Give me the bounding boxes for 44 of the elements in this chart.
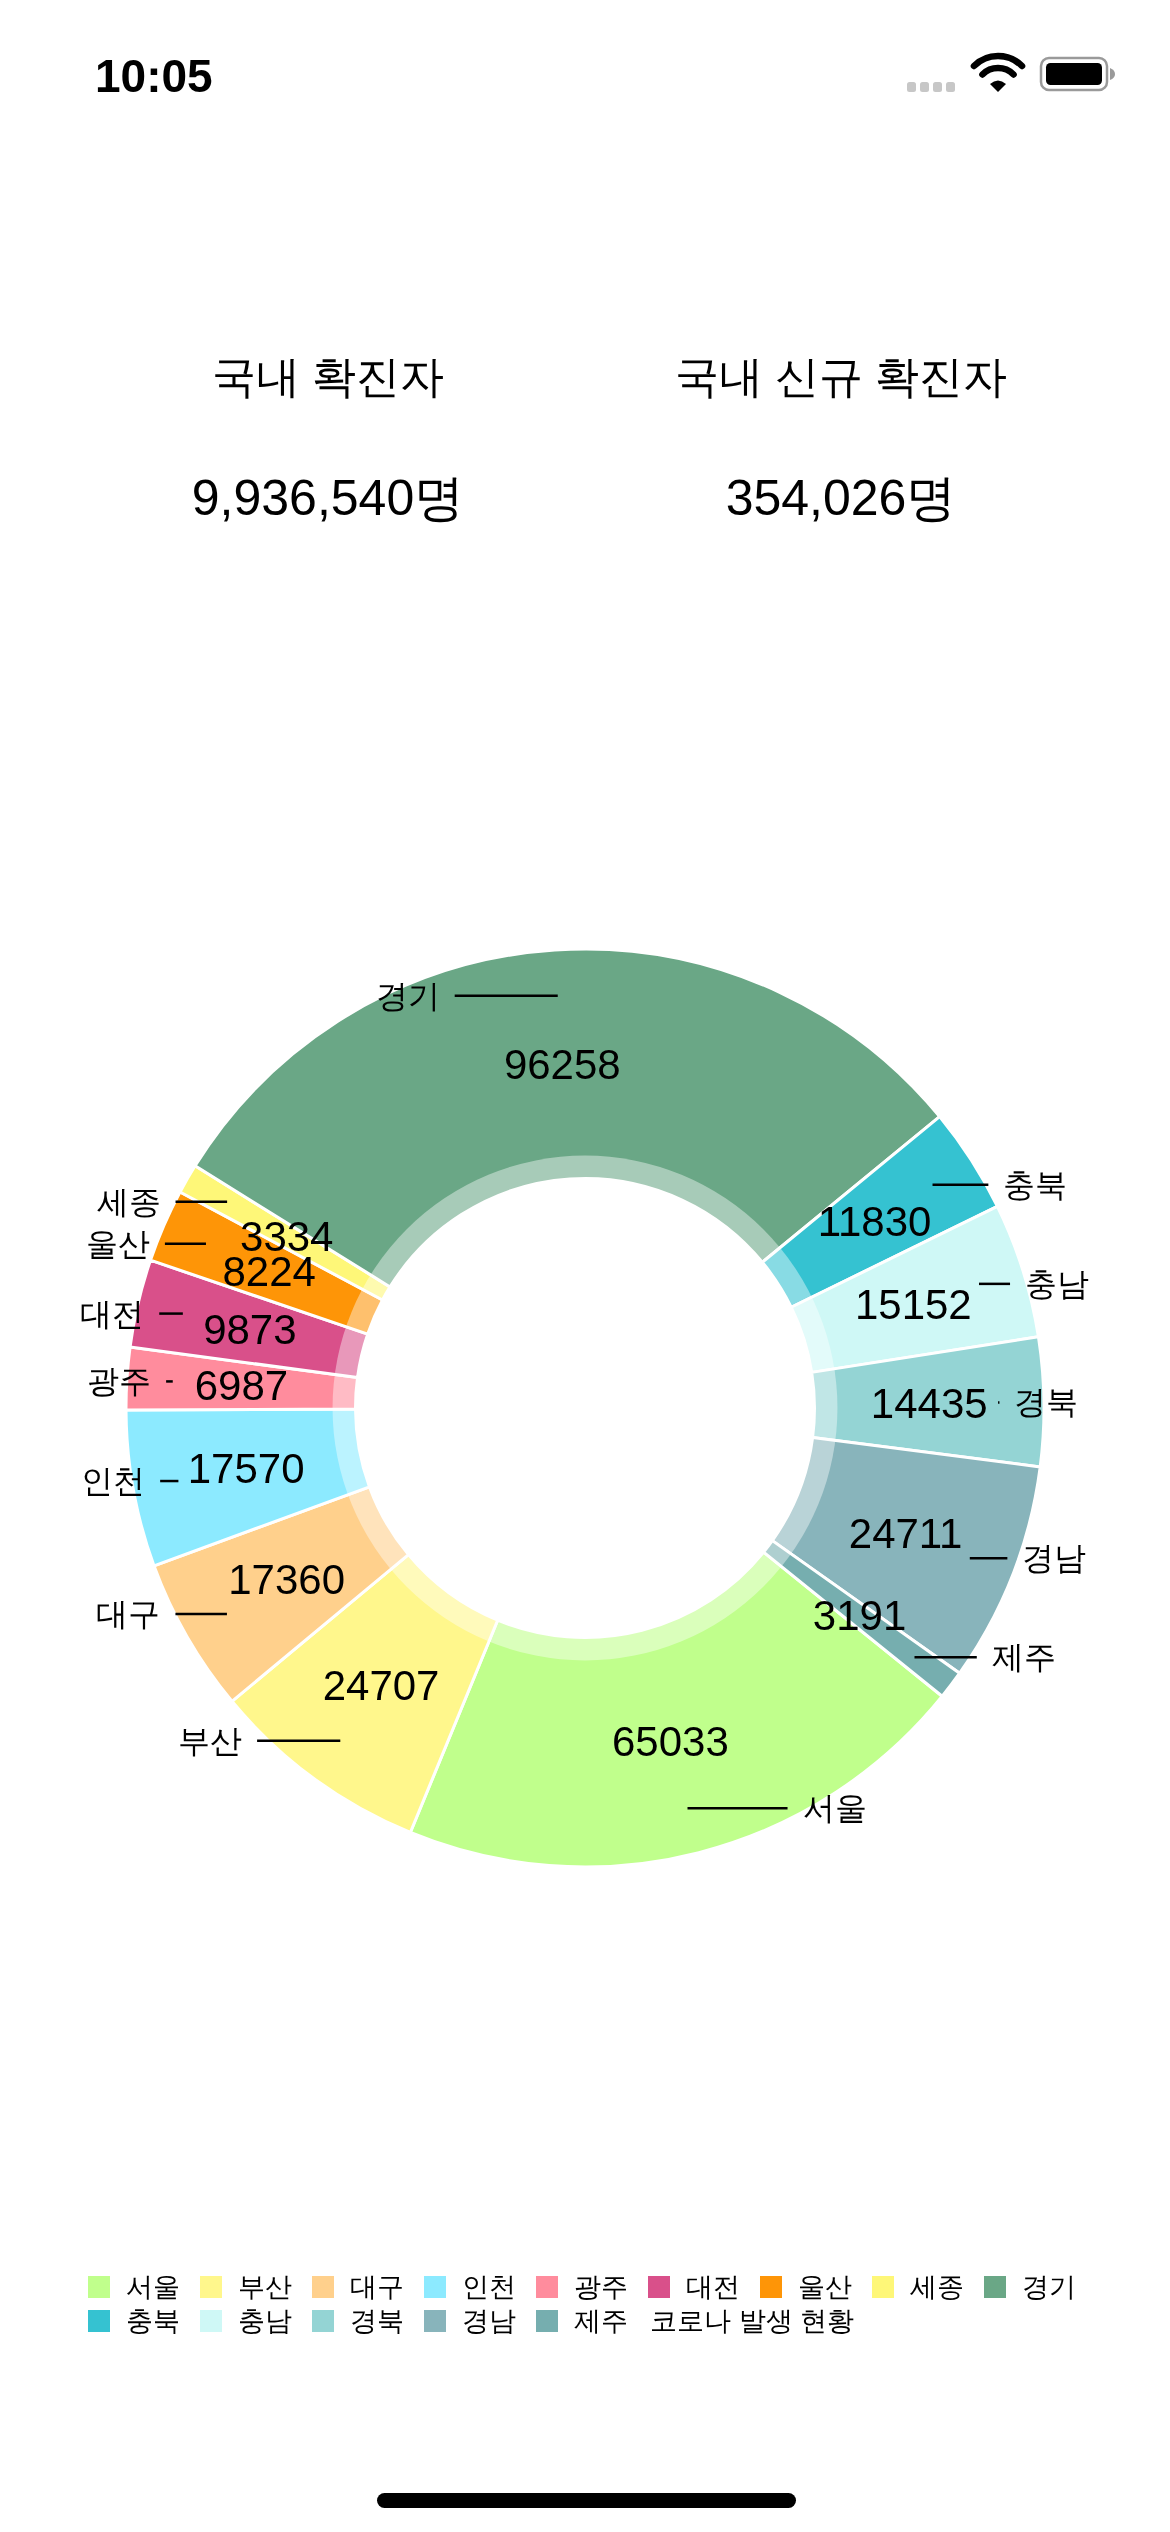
slice-label: 부산	[178, 1722, 243, 1759]
text: 국내 신규 확진자	[674, 351, 1008, 401]
slice-label: 충북	[1003, 1166, 1068, 1203]
slice-label: 대구	[96, 1596, 161, 1633]
legend-label: 경기	[1022, 2272, 1076, 2302]
data-label: 96258	[503, 1041, 621, 1088]
data-label: 24707	[322, 1661, 440, 1709]
slice-label: 제주	[991, 1639, 1056, 1676]
slice-label: 인천	[81, 1463, 146, 1500]
data-label: 65033	[612, 1717, 729, 1765]
text: 9,936,540명	[191, 470, 465, 526]
legend-label: 부산	[238, 2272, 292, 2302]
legend-label: 충북	[126, 2306, 180, 2336]
legend-title: 코로나 발생 현황	[650, 2306, 855, 2336]
text: 국내 확진자	[211, 351, 445, 401]
legend-label: 충남	[238, 2306, 292, 2336]
legend-label: 제주	[574, 2306, 628, 2336]
slice-label: 경북	[1014, 1384, 1079, 1421]
data-label: 15152	[854, 1281, 972, 1329]
legend-label: 경남	[462, 2306, 516, 2336]
data-label: 17570	[187, 1445, 305, 1493]
slice-label: 세종	[96, 1183, 161, 1220]
text: 10:05	[95, 50, 213, 102]
slice-label: 경남	[1022, 1540, 1087, 1577]
data-label: 17360	[228, 1556, 346, 1604]
data-label: 6987	[194, 1362, 289, 1410]
slice-label: 충남	[1025, 1265, 1090, 1302]
legend-label: 서울	[126, 2272, 180, 2302]
legend-label: 울산	[798, 2272, 852, 2302]
data-label: 9873	[203, 1305, 297, 1353]
legend-label: 광주	[574, 2272, 628, 2302]
legend-label: 인천	[462, 2272, 516, 2302]
slice-label: 서울	[802, 1790, 867, 1827]
slice-label: 울산	[85, 1225, 150, 1262]
legend-label: 대구	[350, 2272, 404, 2302]
data-label: 14435	[870, 1379, 988, 1427]
slice-label: 광주	[87, 1363, 152, 1400]
data-label: 11830	[817, 1198, 932, 1246]
legend-label: 경북	[350, 2306, 404, 2336]
legend-label: 세종	[910, 2272, 964, 2302]
data-label: 24711	[848, 1509, 963, 1557]
text: 354,026명	[725, 470, 957, 526]
legend-label: 대전	[686, 2272, 740, 2302]
slice-label: 경기	[375, 977, 440, 1014]
